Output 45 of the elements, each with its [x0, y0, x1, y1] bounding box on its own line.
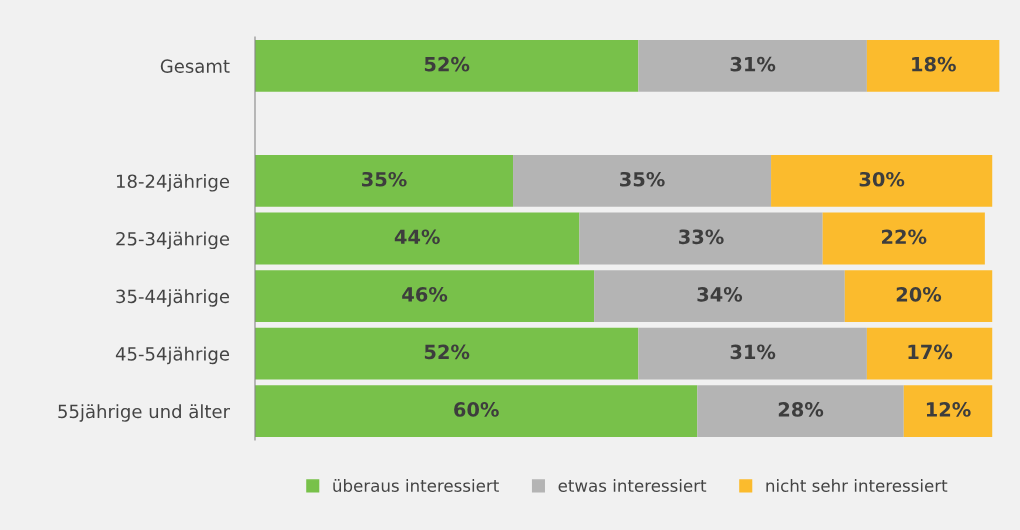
bar — [866, 39, 1000, 92]
bar — [697, 385, 904, 438]
data-label: 34% — [697, 286, 743, 302]
y-tick-label: 35-44jährige — [116, 289, 230, 307]
bar — [866, 327, 993, 380]
data-label: 52% — [424, 344, 470, 360]
y-tick-label: 25-34jährige — [116, 231, 230, 250]
bar — [638, 39, 867, 92]
bar — [844, 270, 993, 322]
data-label: 52% — [424, 56, 470, 72]
data-label: 31% — [730, 56, 776, 72]
data-label: 22% — [882, 229, 927, 245]
data-label: 30% — [859, 171, 905, 187]
bar — [638, 327, 867, 380]
bar — [255, 270, 595, 322]
bar — [771, 155, 993, 207]
bar — [255, 155, 514, 207]
bar — [579, 212, 823, 265]
data-label: 18% — [912, 56, 956, 72]
bar — [903, 385, 993, 438]
y-tick-label: Gesamt — [160, 59, 230, 73]
y-tick-label: 18-24jährige — [116, 174, 230, 192]
data-label: 35% — [362, 171, 407, 187]
data-label: 28% — [778, 402, 824, 417]
data-label: 12% — [926, 402, 971, 417]
data-label: 17% — [908, 344, 953, 360]
bar — [822, 212, 985, 265]
bar — [255, 385, 698, 438]
bar — [255, 327, 639, 380]
legend-label: etwas interessiert — [558, 479, 707, 492]
y-tick-label: 45-54jährige — [115, 346, 230, 365]
data-label: 20% — [896, 286, 942, 302]
data-label: 31% — [730, 344, 776, 360]
data-label: 46% — [402, 286, 448, 302]
data-label: 44% — [394, 229, 440, 245]
y-tick-label: 55jährige und älter — [58, 404, 230, 422]
bar — [513, 155, 772, 207]
bar — [594, 270, 845, 322]
bar — [255, 39, 639, 92]
data-label: 33% — [679, 229, 724, 245]
bar — [255, 212, 580, 265]
legend-label: überaus interessiert — [333, 479, 499, 492]
data-label: 60% — [454, 402, 499, 417]
legend-label: nicht sehr interessiert — [766, 479, 948, 492]
data-label: 35% — [620, 171, 665, 187]
